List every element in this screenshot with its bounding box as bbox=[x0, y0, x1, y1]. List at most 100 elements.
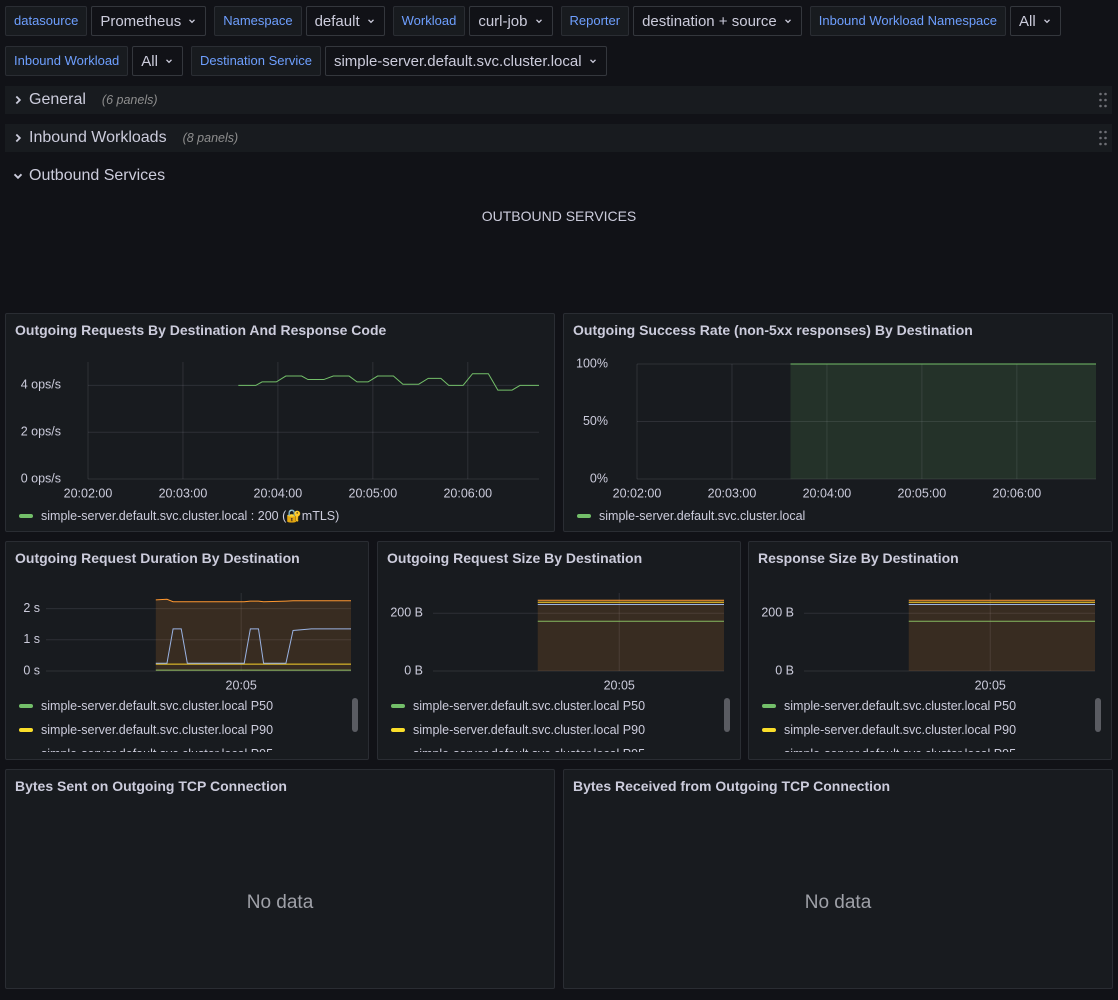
chart: 0% 50% 100% 20:02:00 20:03:00 20:04:00 20:05:0… bbox=[576, 356, 1096, 500]
panel-title: Outgoing Request Size By Destination bbox=[387, 550, 643, 566]
drag-dot bbox=[1104, 98, 1107, 102]
variable-label: Inbound Workload bbox=[5, 46, 129, 76]
panel: Bytes Sent on Outgoing TCP Connection No … bbox=[5, 769, 555, 989]
variable-value: simple-server.default.svc.cluster.local bbox=[333, 52, 582, 70]
drag-dot bbox=[1104, 142, 1107, 146]
row-header[interactable]: General (6 panels) bbox=[5, 86, 1112, 114]
drag-dot bbox=[1099, 98, 1102, 102]
x-tick-label: 20:03:00 bbox=[159, 486, 208, 500]
drag-dot bbox=[1104, 130, 1107, 134]
legend: simple-server.default.svc.cluster.local … bbox=[15, 504, 535, 528]
row-count: (6 panels) bbox=[101, 93, 158, 107]
variable: Workload curl-job bbox=[392, 6, 553, 36]
panel-title: Bytes Sent on Outgoing TCP Connection bbox=[15, 778, 287, 794]
legend-label: simple-server.default.svc.cluster.local … bbox=[413, 699, 646, 713]
panel: Outgoing Request Size By Destination 0 B 2… bbox=[377, 541, 741, 760]
icon bbox=[535, 19, 542, 24]
legend-swatch bbox=[762, 704, 776, 708]
row-title: Inbound Workloads bbox=[29, 129, 167, 146]
icon-path bbox=[589, 59, 596, 64]
variable-dropdown[interactable]: destination + source bbox=[633, 6, 802, 36]
x-tick-label: 20:03:00 bbox=[708, 486, 757, 500]
area-fill bbox=[790, 364, 1096, 479]
drag-dot bbox=[1104, 92, 1107, 96]
legend-item[interactable]: simple-server.default.svc.cluster.local … bbox=[387, 742, 721, 752]
series-line bbox=[155, 598, 351, 603]
row-header[interactable]: Inbound Workloads (8 panels) bbox=[5, 124, 1112, 152]
x-tick-label: 20:02:00 bbox=[64, 486, 113, 500]
chart: 0 ops/s 2 ops/s 4 ops/s 20:02:00 20:03:00 20:… bbox=[21, 362, 539, 500]
row-header[interactable]: Outbound Services bbox=[5, 162, 1112, 190]
legend-item[interactable]: simple-server.default.svc.cluster.local … bbox=[387, 718, 721, 742]
legend-swatch bbox=[19, 514, 33, 518]
variable-dropdown[interactable]: All bbox=[1010, 6, 1061, 36]
legend: simple-server.default.svc.cluster.local bbox=[573, 504, 1093, 528]
x-tick-label: 20:05 bbox=[604, 678, 635, 692]
icon-path bbox=[535, 19, 542, 24]
legend-swatch bbox=[762, 728, 776, 732]
panel-title: Bytes Received from Outgoing TCP Connect… bbox=[573, 778, 891, 794]
icon bbox=[189, 19, 196, 24]
variable-dropdown[interactable]: Prometheus bbox=[91, 6, 207, 36]
icon-path bbox=[1043, 19, 1050, 24]
legend-swatch bbox=[19, 704, 33, 708]
variable-value: curl-job bbox=[478, 12, 528, 30]
variable-dropdown[interactable]: default bbox=[305, 6, 385, 36]
variable-row: Inbound Workload All Destination Service si… bbox=[5, 46, 607, 76]
legend-item[interactable]: simple-server.default.svc.cluster.local … bbox=[387, 694, 721, 718]
icon-path bbox=[15, 95, 22, 105]
chart: 0 B 200 B 20:05 bbox=[761, 593, 1095, 692]
variable-dropdown[interactable]: All bbox=[132, 46, 183, 76]
series-line bbox=[238, 373, 539, 391]
variable-row: datasource Prometheus Namespace default Work… bbox=[5, 6, 1061, 36]
y-tick-label: 200 B bbox=[761, 606, 794, 620]
row-title: General bbox=[29, 91, 86, 108]
text-panel: OUTBOUND SERVICES bbox=[0, 208, 1118, 224]
panel-title: Response Size By Destination bbox=[758, 550, 959, 566]
legend-swatch bbox=[577, 514, 591, 518]
y-tick-label: 0 B bbox=[404, 663, 423, 677]
legend-item[interactable]: simple-server.default.svc.cluster.local … bbox=[15, 718, 349, 742]
legend-item[interactable]: simple-server.default.svc.cluster.local bbox=[573, 504, 1093, 528]
legend-item[interactable]: simple-server.default.svc.cluster.local … bbox=[758, 742, 1092, 752]
variable-label: Namespace bbox=[214, 6, 302, 36]
panel: Outgoing Request Duration By Destination… bbox=[5, 541, 369, 760]
drag-dot bbox=[1104, 104, 1107, 108]
legend-item[interactable]: simple-server.default.svc.cluster.local … bbox=[15, 694, 349, 718]
legend-item[interactable]: simple-server.default.svc.cluster.local … bbox=[15, 504, 535, 528]
variable-value: All bbox=[1019, 12, 1036, 30]
legend-scrollbar bbox=[724, 698, 730, 732]
legend-label: simple-server.default.svc.cluster.local … bbox=[41, 723, 274, 737]
legend-swatch bbox=[391, 704, 405, 708]
variable-label: datasource bbox=[5, 6, 88, 36]
chart: 0 B 200 B 20:05 bbox=[390, 593, 724, 692]
variable-label: Reporter bbox=[560, 6, 630, 36]
panel-title: Outgoing Requests By Destination And Res… bbox=[15, 322, 387, 338]
legend-label: simple-server.default.svc.cluster.local … bbox=[784, 747, 1016, 752]
panel: Bytes Received from Outgoing TCP Connect… bbox=[563, 769, 1113, 989]
y-tick-label: 50% bbox=[583, 414, 608, 428]
icon-path bbox=[784, 19, 791, 24]
legend-swatch bbox=[391, 728, 405, 732]
legend: simple-server.default.svc.cluster.local … bbox=[387, 694, 721, 752]
variable-value: default bbox=[314, 12, 360, 30]
series-line bbox=[155, 628, 351, 664]
legend-item[interactable]: simple-server.default.svc.cluster.local … bbox=[758, 694, 1092, 718]
variable-dropdown[interactable]: curl-job bbox=[469, 6, 553, 36]
variable-dropdown[interactable]: simple-server.default.svc.cluster.local bbox=[324, 46, 607, 76]
panel: Outgoing Success Rate (non-5xx responses… bbox=[563, 313, 1113, 532]
legend-label: simple-server.default.svc.cluster.local … bbox=[784, 699, 1017, 713]
y-tick-label: 0% bbox=[590, 471, 608, 485]
icon-path bbox=[15, 133, 22, 143]
drag-dot bbox=[1099, 136, 1102, 140]
drag-dot bbox=[1104, 136, 1107, 140]
icon-path bbox=[13, 173, 23, 180]
panel-title: Outgoing Request Duration By Destination bbox=[15, 550, 300, 566]
row-title: Outbound Services bbox=[29, 167, 166, 184]
legend-label: simple-server.default.svc.cluster.local … bbox=[41, 747, 273, 752]
legend-item[interactable]: simple-server.default.svc.cluster.local … bbox=[758, 718, 1092, 742]
x-tick-label: 20:06:00 bbox=[993, 486, 1042, 500]
legend-item[interactable]: simple-server.default.svc.cluster.local … bbox=[15, 742, 349, 752]
legend-label: simple-server.default.svc.cluster.local … bbox=[413, 723, 646, 737]
